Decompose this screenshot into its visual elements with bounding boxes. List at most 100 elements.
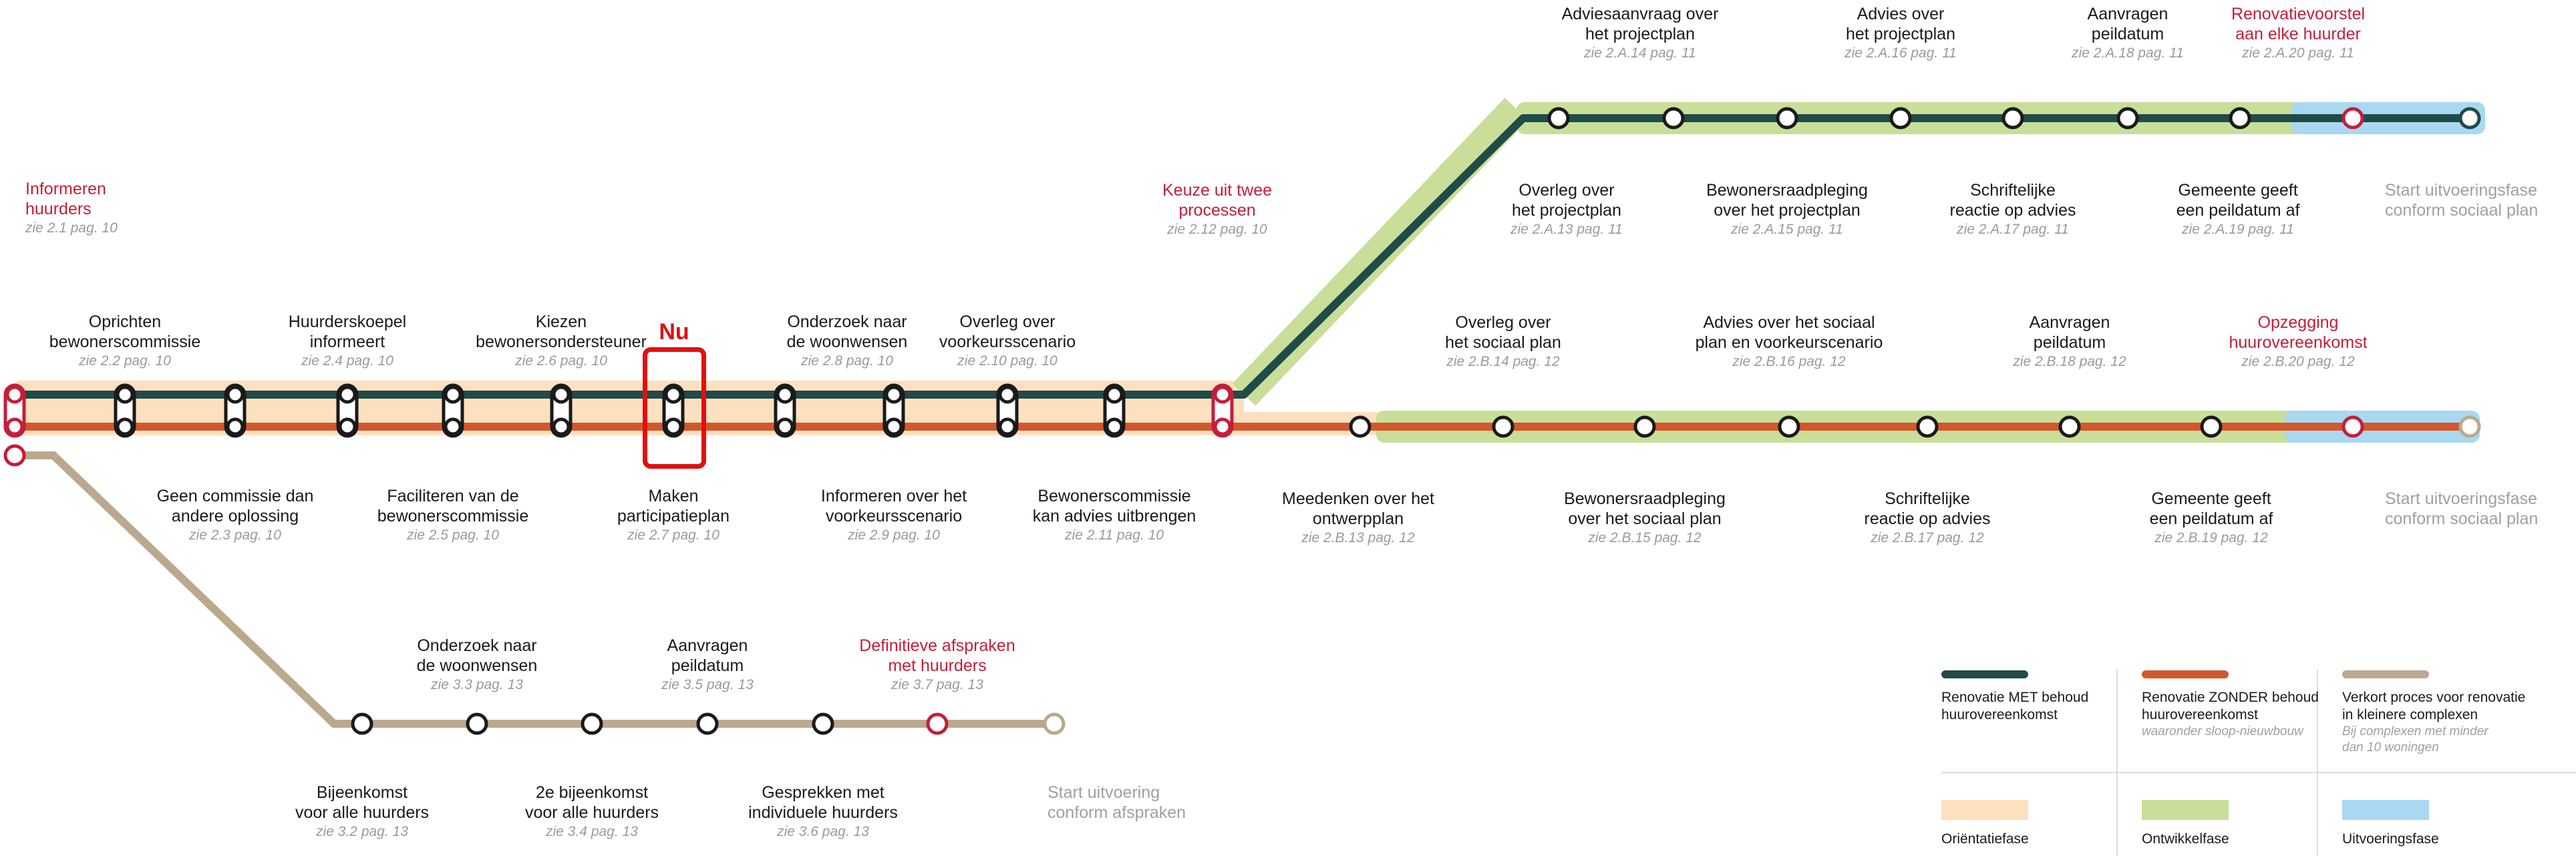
label-a-bottom-1: Overleg over het projectplan zie 2.A.13 … <box>1510 180 1623 239</box>
label-main-top-2: Huurderskoepel informeert zie 2.4 pag. 1… <box>289 312 407 371</box>
station-b-5 <box>1916 415 1939 438</box>
station-title: Definitieve afspraken met huurders <box>859 636 1015 675</box>
station-b-end <box>2458 415 2481 438</box>
legend-swatch <box>2142 670 2229 678</box>
station-title: Oprichten bewonerscommissie <box>49 312 201 351</box>
legend-text: Verkort proces voor renovatie in kleiner… <box>2342 690 2526 722</box>
label-b-bottom-2: Bewonersraadpleging over het sociaal pla… <box>1564 489 1726 548</box>
current-step-highlight <box>643 347 706 469</box>
station-dot <box>5 417 24 436</box>
label-a-top-2: Advies over het projectplan zie 2.A.16 p… <box>1844 4 1957 63</box>
label-b-top-2: Advies over het sociaal plan en voorkeur… <box>1696 312 1883 371</box>
label-b-top-1: Overleg over het sociaal plan zie 2.B.14… <box>1445 312 1561 371</box>
station-b-4 <box>1778 415 1800 438</box>
page-reference: zie 2.7 pag. 10 <box>627 527 719 543</box>
page-reference: zie 2.A.20 pag. 11 <box>2242 45 2354 61</box>
station-a-5 <box>2001 107 2024 130</box>
station-title: Aanvragen peildatum <box>2087 5 2168 43</box>
page-reference: zie 2.5 pag. 10 <box>407 527 499 543</box>
page-reference: zie 2.B.20 pag. 12 <box>2241 354 2355 369</box>
station-title: Huurderskoepel informeert <box>288 312 407 351</box>
legend-item-ontwikkelfase: Ontwikkelfase <box>2142 800 2342 848</box>
page-reference: zie 3.5 pag. 13 <box>661 677 754 692</box>
label-b-bottom-1: Meedenken over het ontwerpplan zie 2.B.1… <box>1282 489 1434 548</box>
station-b-opzegging <box>2342 415 2364 438</box>
page-reference: zie 2.11 pag. 10 <box>1065 527 1164 543</box>
current-step-label: Nu <box>659 319 689 345</box>
page-reference: zie 2.B.16 pag. 12 <box>1732 354 1846 369</box>
station-c-4 <box>696 712 719 735</box>
label-b-bottom-3: Schriftelijke reactie op advies zie 2.B.… <box>1864 489 1990 548</box>
label-main-bottom-3: Maken participatieplan zie 2.7 pag. 10 <box>617 486 730 545</box>
station-title: Bewonersraadpleging over het sociaal pla… <box>1564 489 1726 528</box>
label-b-top-4: Opzegging huurovereenkomst zie 2.B.20 pa… <box>2229 312 2367 371</box>
station-title: Overleg over het sociaal plan <box>1445 313 1561 352</box>
station-dot <box>444 417 462 436</box>
station-a-3 <box>1776 107 1798 130</box>
station-dot <box>1213 417 1232 436</box>
station-title: Advies over het sociaal plan en voorkeur… <box>1695 313 1883 352</box>
station-title: Aanvragen peildatum <box>667 636 748 675</box>
legend-swatch <box>2342 670 2429 678</box>
station-title: Meedenken over het ontwerpplan <box>1282 489 1434 528</box>
station-title: Overleg over voorkeursscenario <box>939 312 1076 351</box>
label-main-bottom-2: Faciliteren van de bewonerscommissie zie… <box>377 486 528 545</box>
station-title: Gemeente geeft een peildatum af <box>2149 489 2273 528</box>
station-title: Opzegging huurovereenkomst <box>2229 313 2368 352</box>
station-a-2 <box>1662 107 1685 130</box>
station-title: Keuze uit twee processen <box>1162 181 1272 220</box>
page-reference: zie 2.9 pag. 10 <box>848 527 940 543</box>
page-reference: zie 2.A.17 pag. 11 <box>1957 222 2069 237</box>
station-title: Bijeenkomst voor alle huurders <box>295 783 430 822</box>
label-b-bottom-4: Gemeente geeft een peildatum af zie 2.B.… <box>2150 489 2273 548</box>
station-dot <box>1105 417 1124 436</box>
legend-text: Uitvoeringsfase <box>2342 831 2439 847</box>
line-verkort <box>15 451 1057 728</box>
page-reference: zie 2.A.14 pag. 11 <box>1584 45 1696 61</box>
label-main-bottom-4: Informeren over het voorkeursscenario zi… <box>821 486 967 545</box>
label-b-end: Start uitvoeringsfase conform sociaal pl… <box>2385 489 2538 529</box>
station-dot <box>338 385 357 404</box>
station-title: 2e bijeenkomst voor alle huurders <box>524 783 659 822</box>
station-title: Geen commissie dan andere oplossing <box>156 487 314 525</box>
page-reference: zie 2.A.19 pag. 11 <box>2182 222 2294 237</box>
page-reference: zie 2.2 pag. 10 <box>79 353 171 369</box>
station-a-7 <box>2229 107 2251 130</box>
station-dot <box>664 385 683 404</box>
legend-item-zonder-behoud: Renovatie ZONDER behoud huurovereenkomst… <box>2142 670 2342 740</box>
station-start-verkort <box>3 444 26 467</box>
page-reference: zie 2.10 pag. 10 <box>957 353 1058 369</box>
station-title: Bewonersraadpleging over het projectplan <box>1706 181 1868 220</box>
page-reference: zie 3.2 pag. 13 <box>316 824 408 839</box>
station-dot <box>226 385 245 404</box>
station-dot <box>226 417 245 436</box>
label-main-bottom-1: Geen commissie dan andere oplossing zie … <box>157 486 314 545</box>
label-main-top-4: Onderzoek naar de woonwensen zie 2.8 pag… <box>787 312 908 371</box>
station-c-2 <box>466 712 488 735</box>
legend-divider <box>2116 669 2118 856</box>
station-dot <box>5 385 24 404</box>
page-reference: zie 2.B.13 pag. 12 <box>1301 530 1415 546</box>
label-main-bottom-5: Bewonerscommissie kan advies uitbrengen … <box>1033 486 1196 545</box>
station-dot <box>338 417 357 436</box>
station-title: Informeren huurders <box>25 180 106 218</box>
station-title: Gemeente geeft een peildatum af <box>2176 181 2300 220</box>
label-a-bottom-2: Bewonersraadpleging over het projectplan… <box>1706 180 1868 239</box>
page-reference: zie 3.4 pag. 13 <box>546 824 638 839</box>
station-title: Adviesaanvraag over het projectplan <box>1561 5 1719 43</box>
station-dot <box>1105 385 1124 404</box>
station-b-2 <box>1492 415 1514 438</box>
legend: Renovatie MET behoud huurovereenkomst Re… <box>1941 664 2576 856</box>
legend-text: Renovatie ZONDER behoud huurovereenkomst <box>2142 690 2319 722</box>
station-title: Bewonerscommissie kan advies uitbrengen <box>1032 487 1196 525</box>
page-reference: zie 3.6 pag. 13 <box>777 824 869 839</box>
station-a-end <box>2458 107 2481 130</box>
station-dot <box>998 417 1017 436</box>
label-c-top-1: Onderzoek naar de woonwensen zie 3.3 pag… <box>417 636 538 694</box>
station-b-7 <box>2200 415 2223 438</box>
label-a-top-1: Adviesaanvraag over het projectplan zie … <box>1562 4 1719 63</box>
label-c-top-3: Definitieve afspraken met huurders zie 3… <box>859 636 1015 694</box>
station-c-5 <box>812 712 834 735</box>
